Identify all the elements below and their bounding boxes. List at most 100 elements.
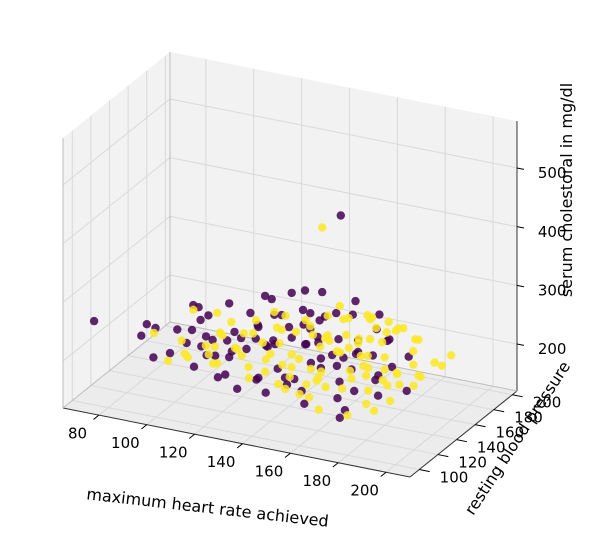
data-point <box>312 376 321 385</box>
data-point <box>365 334 375 344</box>
data-point <box>335 301 344 311</box>
x-tick-label: 80 <box>68 424 87 442</box>
data-point <box>414 335 423 344</box>
data-point <box>287 363 296 372</box>
data-point <box>300 399 309 408</box>
x-tick-mark <box>236 443 243 449</box>
grid-line-y-floor <box>72 400 420 471</box>
data-point <box>258 338 267 347</box>
data-point <box>274 379 283 389</box>
data-point <box>284 322 294 332</box>
grid-line-x-floor <box>385 385 494 473</box>
data-point <box>287 333 296 342</box>
data-point <box>317 367 326 376</box>
data-point <box>277 325 286 334</box>
data-point <box>345 366 355 375</box>
data-point <box>387 362 397 372</box>
data-point <box>369 406 379 415</box>
data-point <box>215 328 225 337</box>
data-point <box>267 294 276 304</box>
data-point <box>230 343 240 353</box>
data-point <box>301 315 310 325</box>
grid-line-y-floor <box>109 370 457 441</box>
y-tick-mark <box>419 469 430 473</box>
data-point <box>204 350 213 359</box>
data-point <box>338 384 347 393</box>
data-point <box>173 325 182 334</box>
data-point <box>210 342 219 351</box>
data-point <box>409 381 418 390</box>
grid-line-z-back <box>169 98 518 169</box>
data-point <box>335 377 344 386</box>
data-point <box>248 329 258 338</box>
data-point <box>177 336 186 345</box>
x-tick-mark <box>93 414 100 420</box>
z-tick-label: 300 <box>538 281 567 299</box>
data-point <box>356 351 365 361</box>
data-point <box>221 370 230 379</box>
x-axis-label: maximum heart rate achieved <box>86 484 330 530</box>
data-point <box>254 373 263 382</box>
data-point <box>137 331 146 340</box>
z-tick-label: 500 <box>538 164 567 182</box>
y-tick-mark <box>437 454 449 458</box>
data-point <box>334 335 343 344</box>
data-point <box>300 286 310 295</box>
data-point <box>281 311 290 320</box>
data-point <box>237 351 246 360</box>
data-point <box>394 324 403 333</box>
z-axis-label: serum cholestoral in mg/dl <box>557 83 576 297</box>
y-tick-label: 140 <box>477 439 506 457</box>
data-point <box>380 353 389 362</box>
data-point <box>402 386 411 396</box>
data-point <box>251 316 261 325</box>
data-point <box>261 355 271 364</box>
data-point <box>287 288 296 298</box>
back-pane <box>170 52 517 391</box>
panes <box>63 52 517 477</box>
data-point <box>308 330 318 339</box>
grid-line-z-back <box>169 157 518 228</box>
x-tick-mark <box>188 433 195 439</box>
data-point <box>165 348 175 358</box>
data-point <box>336 211 345 220</box>
y-tick-mark <box>475 424 486 428</box>
data-point <box>377 337 387 347</box>
x-axis-line <box>62 407 411 478</box>
z-tick-mark <box>516 167 525 170</box>
data-point <box>430 358 439 367</box>
x-tick-label: 160 <box>255 462 284 480</box>
data-point <box>295 389 304 399</box>
data-point <box>373 391 383 400</box>
data-point <box>318 287 327 297</box>
data-point <box>347 374 356 383</box>
data-point <box>306 321 315 331</box>
x-tick-mark <box>141 424 148 430</box>
data-point <box>315 316 324 325</box>
data-point <box>306 309 315 318</box>
data-point <box>287 350 296 359</box>
data-point <box>281 384 290 394</box>
data-point <box>242 344 251 354</box>
data-point <box>447 351 456 360</box>
data-point <box>204 311 213 320</box>
x-tick-label: 120 <box>159 443 188 461</box>
data-point <box>301 340 310 349</box>
data-point <box>225 353 234 362</box>
data-point <box>323 311 332 320</box>
data-point <box>344 343 353 352</box>
grid-line-z-left <box>62 274 171 362</box>
data-point <box>380 365 389 374</box>
grid-line-x-floor <box>337 376 446 464</box>
tick-marks <box>93 167 525 477</box>
data-point <box>384 317 393 326</box>
x-tick-label: 140 <box>207 453 236 471</box>
grid-line-z-left <box>62 215 171 303</box>
data-point <box>362 399 371 409</box>
data-point <box>189 362 199 371</box>
data-point <box>294 354 304 364</box>
data-point <box>270 307 279 317</box>
data-point <box>213 373 223 382</box>
y-tick-mark <box>493 409 505 413</box>
data-point <box>233 384 242 393</box>
